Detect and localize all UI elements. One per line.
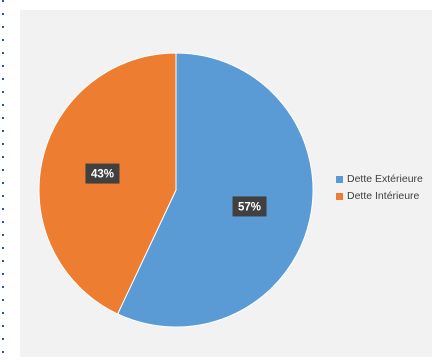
data-label-dette-interieure: 43%: [85, 163, 120, 184]
data-label-text-dette-interieure: 43%: [91, 169, 114, 181]
data-label-box-dette-interieure: [85, 163, 120, 184]
legend-item-dette-interieure: Dette Intérieure: [336, 188, 423, 205]
pie-slice-dette-exterieure: [117, 52, 314, 328]
chart-legend: Dette Extérieure Dette Intérieure: [336, 171, 423, 205]
data-label-box-dette-exterieure: [232, 196, 267, 217]
legend-swatch-dette-exterieure: [336, 176, 343, 183]
legend-item-dette-exterieure: Dette Extérieure: [336, 171, 423, 188]
legend-label-dette-exterieure: Dette Extérieure: [347, 173, 423, 185]
legend-label-dette-interieure: Dette Intérieure: [347, 190, 420, 202]
data-label-dette-exterieure: 57%: [232, 196, 267, 217]
legend-swatch-dette-interieure: [336, 193, 343, 200]
data-label-text-dette-exterieure: 57%: [238, 201, 261, 213]
page-margin-marker: [0, 0, 12, 362]
